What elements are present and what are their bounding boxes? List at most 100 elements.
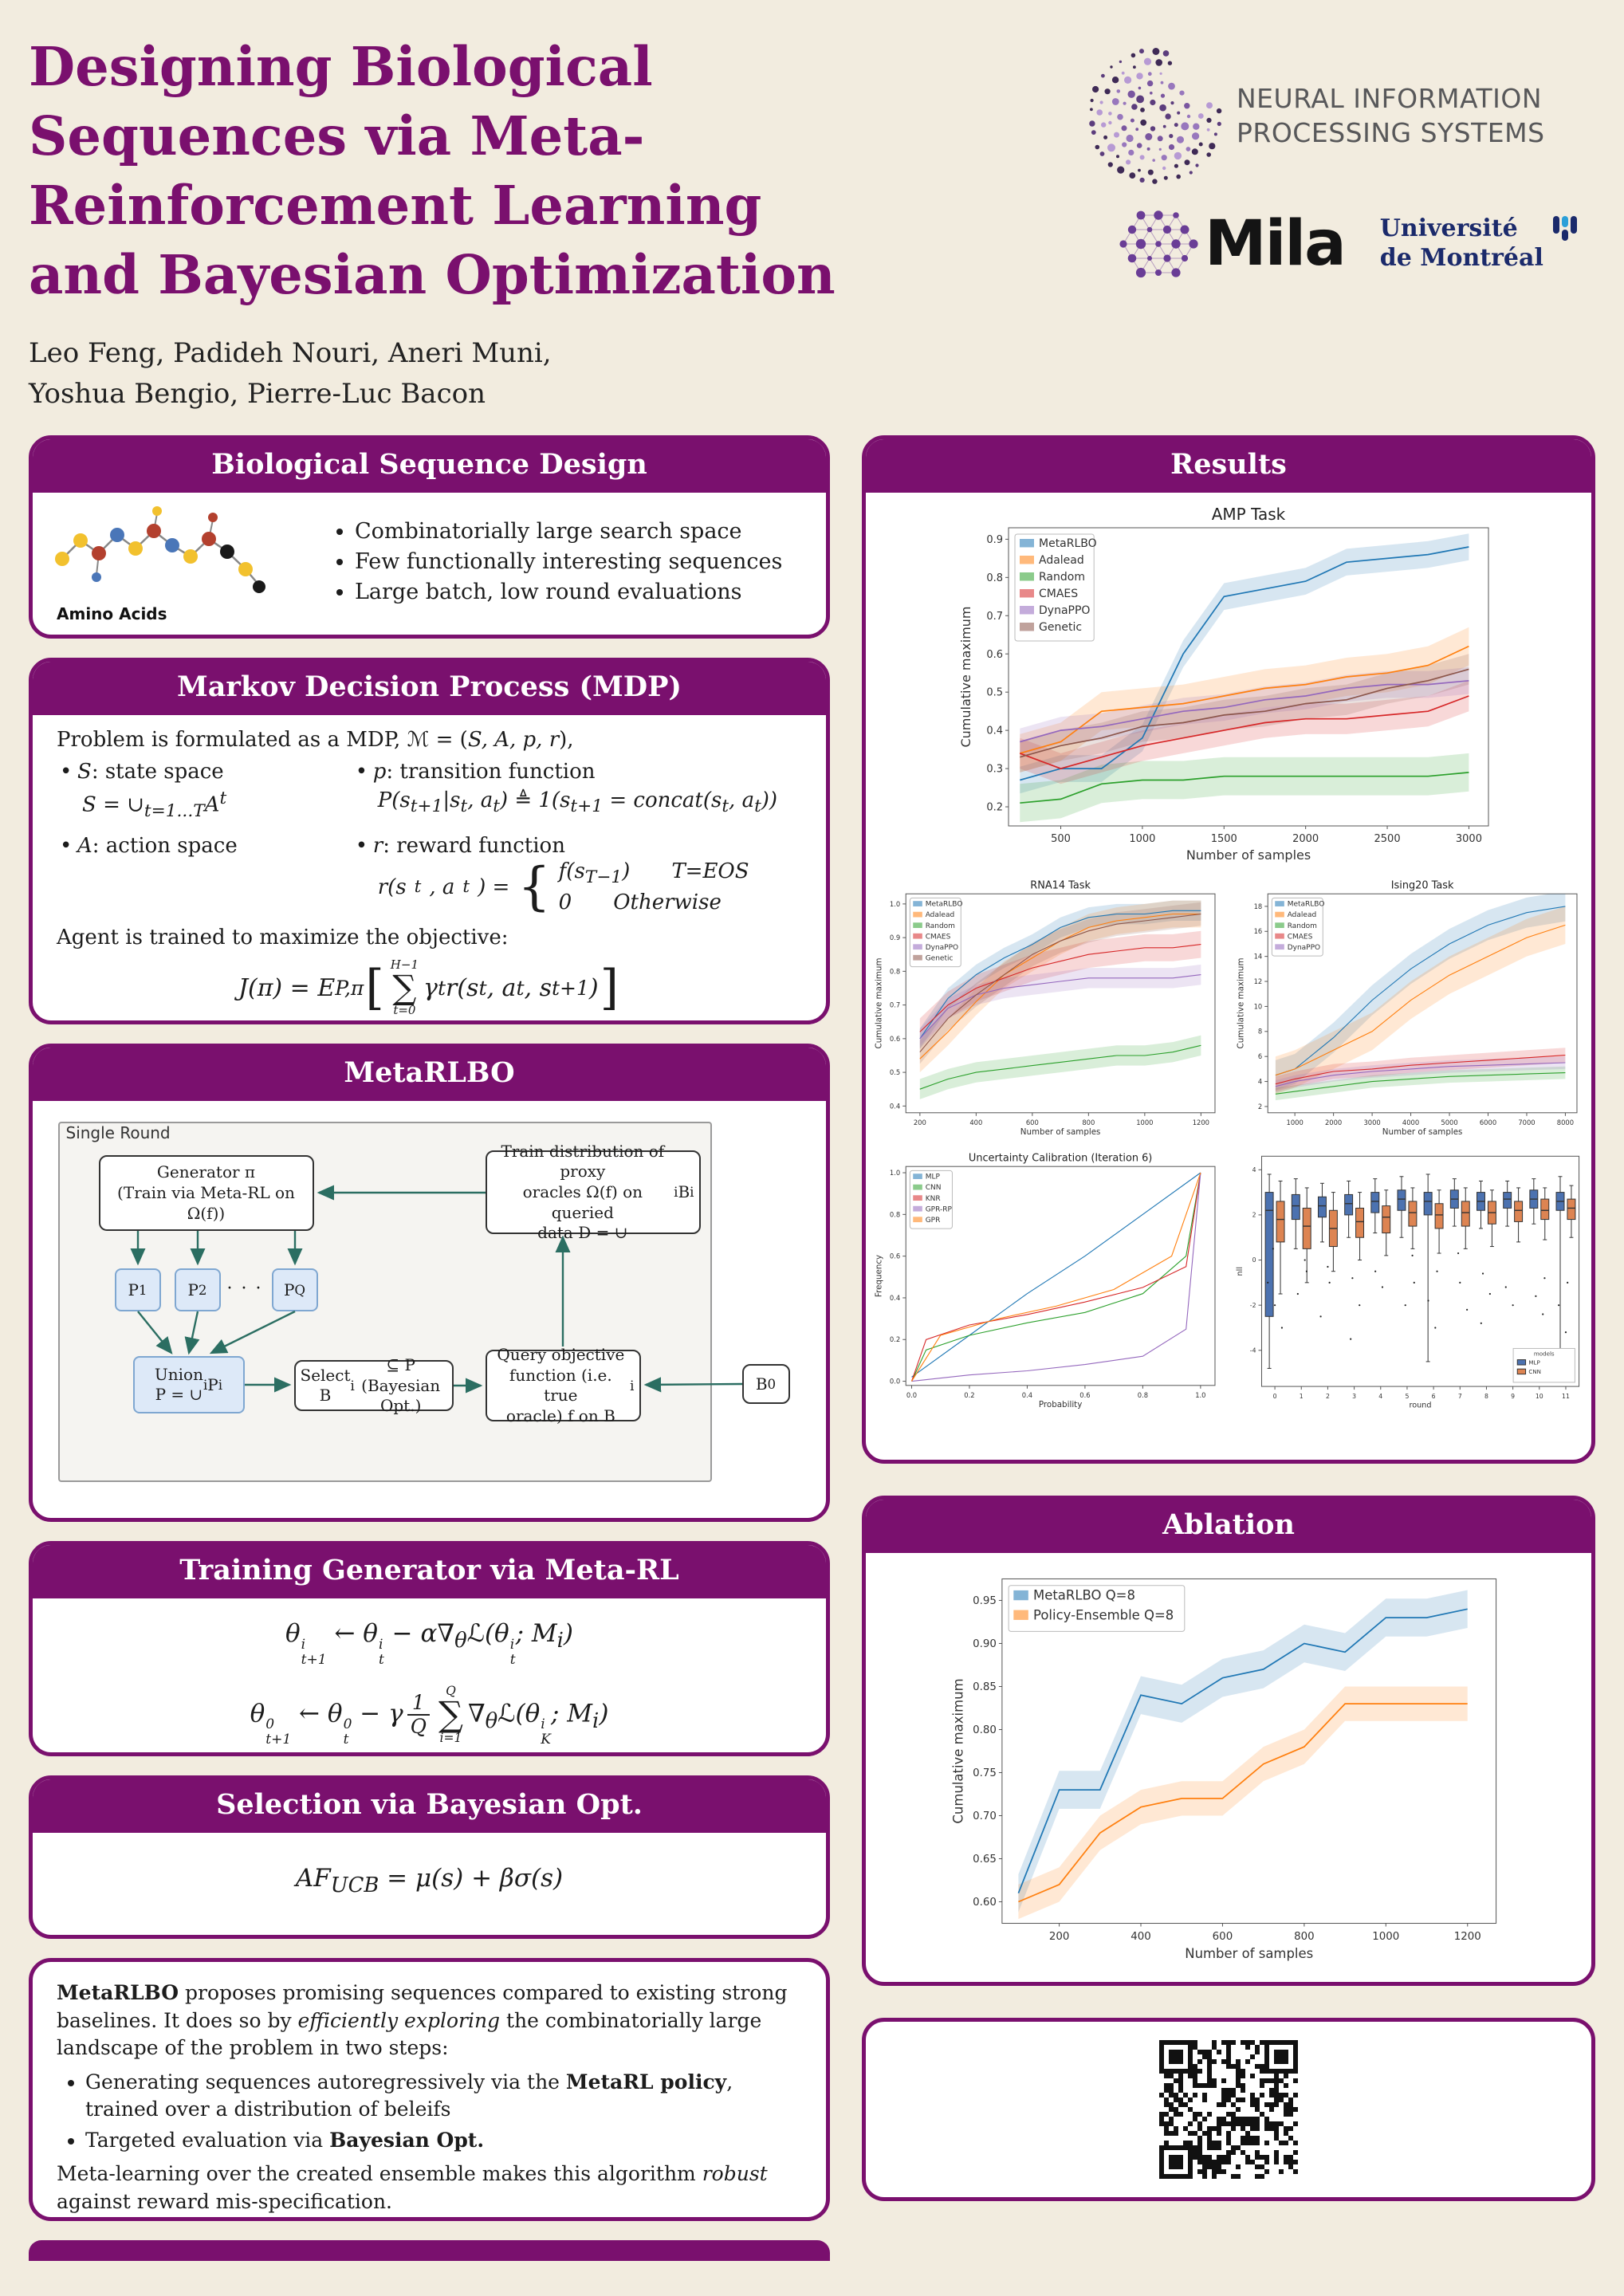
svg-text:6: 6: [1258, 1052, 1262, 1060]
svg-text:200: 200: [1049, 1931, 1070, 1943]
svg-text:0.6: 0.6: [890, 1035, 900, 1043]
panel-qr: [862, 2018, 1595, 2202]
svg-text:0.4: 0.4: [1022, 1392, 1032, 1400]
svg-text:2: 2: [1258, 1103, 1262, 1111]
svg-text:nll: nll: [1236, 1267, 1245, 1276]
svg-text:0.4: 0.4: [890, 1103, 900, 1111]
ellipsis: · · ·: [226, 1279, 263, 1299]
panel-biological-sequence-design: Biological Sequence Design: [29, 435, 830, 639]
svg-text:Cumulative maximum: Cumulative maximum: [874, 958, 883, 1049]
bio-body: Amino Acids Combinatorially large search…: [33, 493, 826, 630]
svg-text:0.4: 0.4: [890, 1294, 900, 1302]
svg-text:0.5: 0.5: [890, 1068, 900, 1076]
panel-title-bio: Biological Sequence Design: [33, 439, 826, 493]
svg-text:3000: 3000: [1363, 1119, 1380, 1127]
panel-results: Results 500 1000 1500 2000 2500 3000 0.2 0.3 0.4…: [862, 435, 1595, 1464]
panel-metarlbo: MetaRLBO Single Round Generator π (Train …: [29, 1044, 830, 1523]
svg-text:1000: 1000: [1129, 833, 1155, 845]
affiliation-logos: Mila Université de Montréal: [1117, 207, 1579, 281]
left-column: Biological Sequence Design: [29, 435, 830, 2262]
svg-text:1500: 1500: [1211, 833, 1237, 845]
reward-formula: r(s t, a t) = {f(sT−1) T=EOS 0 Otherwise: [377, 857, 749, 918]
amino-acids-figure: Amino Acids: [50, 499, 305, 623]
neurips-logo-text: NEURAL INFORMATION PROCESSING SYSTEMS: [1237, 82, 1545, 151]
svg-text:8: 8: [1258, 1028, 1262, 1036]
udem-wordmark: Université de Montréal: [1380, 214, 1543, 273]
svg-text:0.60: 0.60: [973, 1897, 997, 1909]
svg-text:0.3: 0.3: [986, 764, 1003, 776]
panel-training-generator: Training Generator via Meta-RL θ i t+1 ← θ…: [29, 1541, 830, 1757]
svg-text:round: round: [1410, 1402, 1432, 1410]
svg-text:MLP: MLP: [1528, 1359, 1540, 1366]
svg-text:4: 4: [1378, 1393, 1382, 1400]
svg-text:400: 400: [969, 1119, 982, 1127]
svg-text:16: 16: [1254, 928, 1263, 936]
svg-text:11: 11: [1562, 1393, 1570, 1400]
objective-intro: Agent is trained to maximize the objecti…: [57, 926, 509, 950]
panel-title-selection: Selection via Bayesian Opt.: [33, 1779, 826, 1834]
amp-task-chart: 500 1000 1500 2000 2500 3000 0.2 0.3 0.4 0.5 0.6 0.…: [957, 499, 1500, 867]
ablation-body: 200 400 600 800 1000 1200 0.60 0.65 0.70 0.75 0.80…: [866, 1553, 1591, 1977]
svg-text:0.2: 0.2: [964, 1392, 974, 1400]
svg-text:models: models: [1534, 1350, 1555, 1358]
conclusion-paragraph-1: MetaRLBO proposes promising sequences co…: [57, 1981, 788, 2060]
svg-text:0.9: 0.9: [890, 934, 900, 942]
mdp-grid: S: state space S = ∪t=1...TAt p: transit…: [57, 760, 802, 914]
svg-text:4000: 4000: [1402, 1119, 1419, 1127]
svg-text:CMAES: CMAES: [926, 934, 951, 942]
svg-text:Ising20 Task: Ising20 Task: [1391, 880, 1454, 892]
mdp-body: Problem is formulated as a MDP, ℳ = (S, …: [33, 715, 826, 1020]
svg-text:0.80: 0.80: [973, 1725, 997, 1737]
bio-bullet-3: Large batch, low round evaluations: [355, 580, 808, 604]
poster-title: Designing Biological Sequences via Meta-…: [29, 35, 836, 307]
panel-selection-bayesian-opt: Selection via Bayesian Opt. AFUCB = μ(s)…: [29, 1775, 830, 1940]
selection-body: AFUCB = μ(s) + βσ(s): [33, 1833, 826, 1928]
svg-text:Uncertainty Calibration (Itera: Uncertainty Calibration (Iteration 6): [969, 1153, 1152, 1165]
svg-text:600: 600: [1026, 1119, 1039, 1127]
panel-title-training: Training Generator via Meta-RL: [33, 1545, 826, 1599]
logos: NEURAL INFORMATION PROCESSING SYSTEMS Mi…: [1085, 32, 1595, 281]
svg-text:1.0: 1.0: [890, 900, 900, 908]
mdp-item-state-space: S: state space S = ∪t=1...TAt: [57, 760, 344, 821]
svg-text:0.90: 0.90: [973, 1639, 997, 1651]
svg-text:0.5: 0.5: [986, 687, 1003, 699]
svg-text:10: 10: [1254, 1003, 1263, 1011]
svg-text:0.2: 0.2: [986, 802, 1003, 814]
ablation-chart: 200 400 600 800 1000 1200 0.60 0.65 0.70 0.75 0.80…: [950, 1566, 1508, 1965]
ising20-task-chart: 1000 2000 3000 4000 5000 6000 7000 8000 2 4 6 8 10 12…: [1235, 875, 1584, 1139]
svg-text:Frequency: Frequency: [874, 1255, 883, 1297]
right-column: Results 500 1000 1500 2000 2500 3000 0.2 0.3 0.4…: [862, 435, 1595, 2261]
panel-conclusion: MetaRLBO proposes promising sequences co…: [29, 1958, 830, 2222]
svg-text:Genetic: Genetic: [926, 955, 954, 963]
svg-text:0.8: 0.8: [1138, 1392, 1148, 1400]
conclusion-body: MetaRLBO proposes promising sequences co…: [33, 1962, 826, 2217]
mdp-item-transition: p: transition function P(st+1|st, at) ≜ …: [352, 760, 802, 821]
generator-node: Generator π (Train via Meta-RL on Ω(f)): [98, 1155, 314, 1232]
svg-text:0.0: 0.0: [906, 1392, 917, 1400]
svg-text:Random: Random: [1039, 571, 1085, 584]
svg-text:800: 800: [1082, 1119, 1095, 1127]
udem-line1: Université: [1379, 214, 1518, 243]
svg-text:3000: 3000: [1456, 833, 1482, 845]
svg-text:3: 3: [1352, 1393, 1356, 1400]
conclusion-paragraph-2: Meta-learning over the created ensemble …: [57, 2162, 768, 2213]
svg-text:7: 7: [1458, 1393, 1462, 1400]
svg-text:2000: 2000: [1325, 1119, 1342, 1127]
content-columns: Biological Sequence Design: [29, 435, 1595, 2262]
svg-text:400: 400: [1131, 1931, 1151, 1943]
svg-text:1.0: 1.0: [1195, 1392, 1205, 1400]
svg-text:10: 10: [1536, 1393, 1543, 1400]
svg-text:600: 600: [1213, 1931, 1233, 1943]
svg-text:2: 2: [1326, 1393, 1330, 1400]
svg-text:1000: 1000: [1372, 1931, 1399, 1943]
svg-text:MetaRLBO: MetaRLBO: [1039, 537, 1097, 550]
